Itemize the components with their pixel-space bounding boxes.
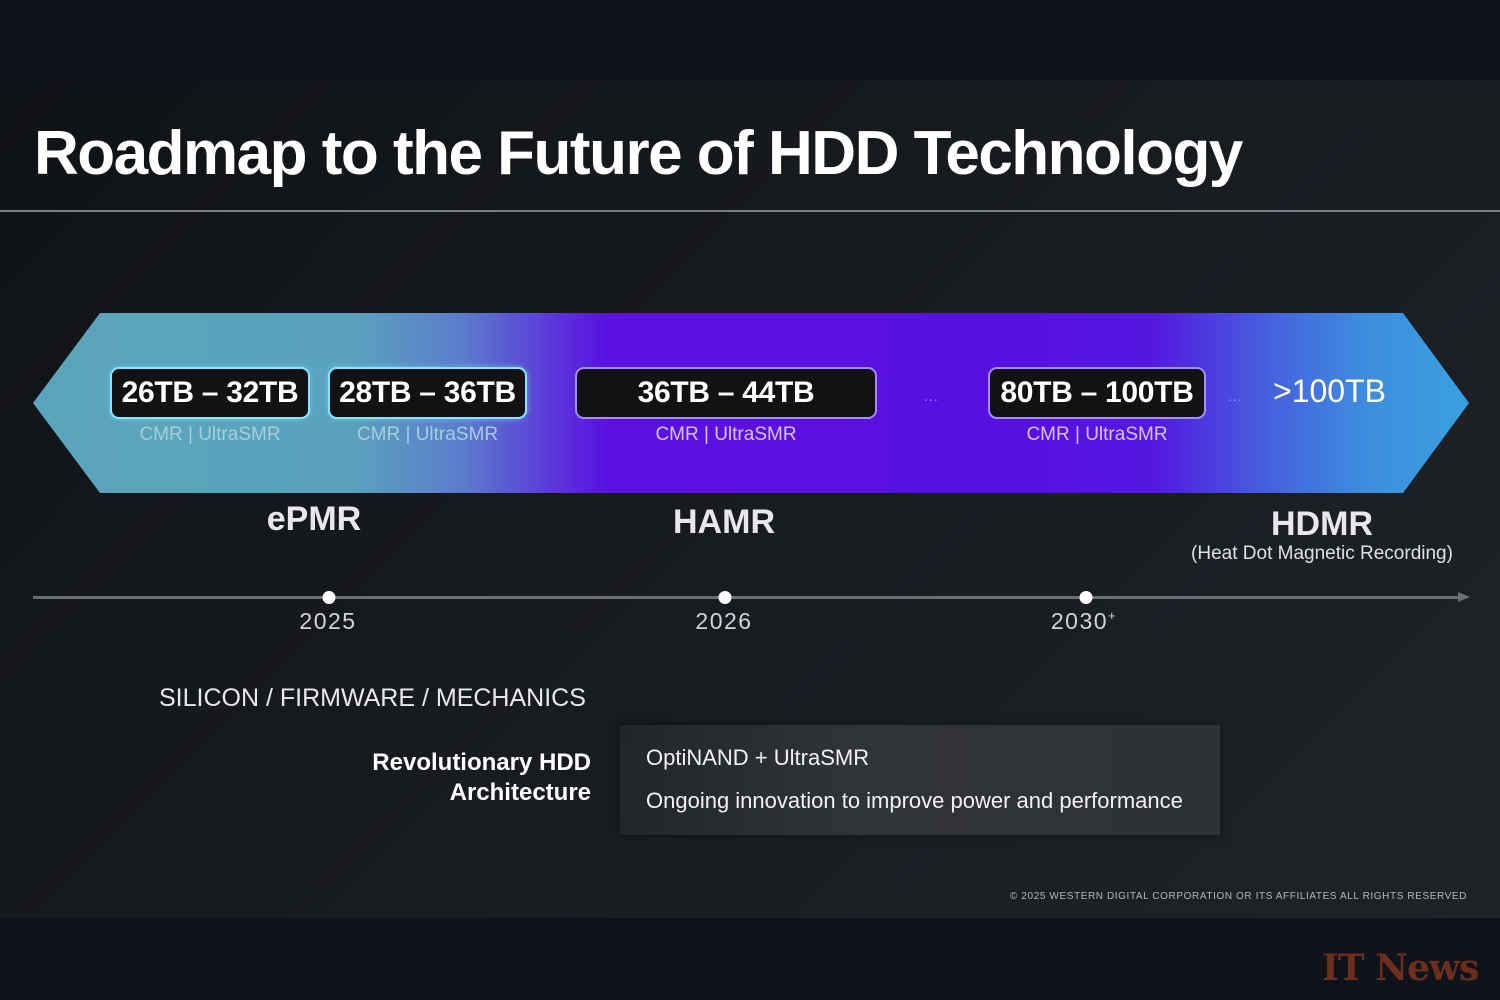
capacity-box-28-36tb: 28TB – 36TB bbox=[328, 367, 527, 419]
ellipsis-icon: ... bbox=[1228, 388, 1243, 404]
year-suffix: + bbox=[1108, 608, 1118, 623]
title-divider bbox=[0, 210, 1500, 212]
section-label: SILICON / FIRMWARE / MECHANICS bbox=[159, 684, 586, 712]
year-label: 2026 bbox=[695, 608, 753, 634]
architecture-item: Ongoing innovation to improve power and … bbox=[646, 788, 1183, 813]
architecture-details-box: OptiNAND + UltraSMR Ongoing innovation t… bbox=[620, 725, 1220, 835]
timeline-marker-2030 bbox=[1079, 591, 1093, 604]
timeline-year: 2026 bbox=[695, 608, 752, 635]
capacity-formats: CMR | UltraSMR bbox=[356, 424, 499, 445]
ellipsis-icon: ... bbox=[924, 388, 939, 404]
capacity-box-80-100tb: 80TB – 100TB bbox=[988, 367, 1206, 419]
tech-epmr: ePMR bbox=[266, 500, 362, 538]
capacity-box-36-44tb: 36TB – 44TB bbox=[575, 367, 877, 419]
future-capacity: >100TB bbox=[1273, 373, 1386, 409]
tech-hdmr-subtitle: (Heat Dot Magnetic Recording) bbox=[1191, 543, 1453, 564]
capacity-range: 26TB – 32TB bbox=[121, 376, 299, 409]
architecture-item: OptiNAND + UltraSMR bbox=[646, 745, 870, 770]
architecture-label: Revolutionary HDD Architecture bbox=[372, 748, 591, 808]
timeline-arrow-icon bbox=[1458, 592, 1470, 602]
slide-title: Roadmap to the Future of HDD Technology bbox=[34, 119, 1243, 188]
watermark-logo: IT News bbox=[1322, 947, 1479, 989]
slide: Roadmap to the Future of HDD Technology … bbox=[0, 80, 1500, 918]
capacity-formats: CMR | UltraSMR bbox=[1026, 424, 1168, 445]
timeline-marker-2026 bbox=[718, 591, 732, 604]
capacity-range: 80TB – 100TB bbox=[1000, 376, 1194, 409]
capacity-range: 36TB – 44TB bbox=[637, 376, 815, 409]
timeline-marker-2025 bbox=[322, 591, 336, 604]
timeline-axis bbox=[33, 596, 1463, 599]
capacity-box-26-32tb: 26TB – 32TB bbox=[110, 367, 310, 419]
tech-hdmr: HDMR bbox=[1271, 505, 1373, 543]
capacity-formats: CMR | UltraSMR bbox=[655, 424, 797, 445]
year-label: 2025 bbox=[299, 608, 357, 634]
tech-hamr: HAMR bbox=[673, 503, 775, 541]
capacity-formats: CMR | UltraSMR bbox=[139, 424, 281, 445]
capacity-range: 28TB – 36TB bbox=[339, 376, 516, 409]
architecture-label-line1: Revolutionary HDD bbox=[372, 749, 591, 776]
copyright-notice: © 2025 WESTERN DIGITAL CORPORATION OR IT… bbox=[1010, 891, 1467, 902]
architecture-label-line2: Architecture bbox=[449, 779, 591, 806]
timeline-year: 2025 bbox=[299, 608, 356, 635]
timeline-year: 2030+ bbox=[1051, 608, 1117, 635]
year-label: 2030 bbox=[1050, 608, 1109, 634]
